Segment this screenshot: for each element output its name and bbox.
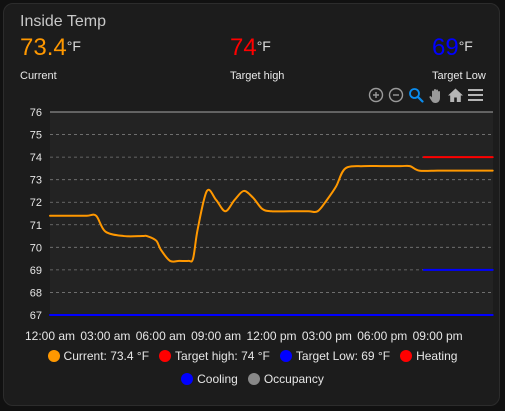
stat-target-high-label: Target high	[230, 70, 285, 82]
y-tick-label-69: 69	[30, 265, 42, 277]
x-tick-label-4: 12:00 pm	[246, 329, 296, 343]
y-tick-label-70: 70	[30, 242, 42, 254]
menu-icon[interactable]	[467, 86, 484, 104]
stat-current-value: 73.4	[20, 34, 67, 61]
y-tick-label-72: 72	[30, 197, 42, 209]
plot-area	[50, 112, 493, 315]
y-axis-ticks: 67 68 69 70 71 72 73 74 75 76	[30, 107, 42, 322]
chart-series	[49, 156, 494, 316]
chart-grid	[50, 111, 493, 316]
x-tick-label-5: 03:00 pm	[302, 329, 352, 343]
legend-swatch-target-low	[279, 350, 292, 362]
x-axis-ticks: 12:00 am 03:00 am 06:00 am 09:00 am 12:00 pm…	[25, 329, 463, 343]
y-tick-label-74: 74	[30, 152, 42, 164]
y-tick-label-71: 71	[30, 220, 42, 232]
legend-label-target-low: Target Low: 69 °F	[295, 349, 391, 363]
x-tick-label-2: 06:00 am	[136, 329, 186, 343]
x-tick-label-0: 12:00 am	[25, 329, 75, 343]
legend-item-occupancy[interactable]: Occupancy	[247, 372, 324, 386]
card-title: Inside Temp	[20, 13, 106, 30]
x-tick-label-1: 03:00 am	[80, 329, 130, 343]
zoom-selection-icon[interactable]	[407, 86, 424, 104]
stat-target-high-value: 74	[230, 34, 257, 61]
stat-current-label: Current	[20, 70, 57, 82]
y-tick-label-67: 67	[30, 310, 42, 322]
y-tick-label-75: 75	[30, 130, 42, 142]
legend-label-heating: Heating	[416, 349, 458, 363]
home-reset-icon[interactable]	[447, 86, 464, 104]
x-tick-label-6: 06:00 pm	[357, 329, 407, 343]
legend-item-current[interactable]: Current: 73.4 °F	[47, 349, 150, 363]
legend-item-cooling[interactable]: Cooling	[181, 372, 238, 386]
legend-row-2: Cooling Occupancy	[0, 372, 505, 386]
legend-item-target-high[interactable]: Target high: 74 °F	[159, 349, 270, 363]
zoom-out-icon[interactable]	[387, 86, 404, 104]
x-tick-label-3: 09:00 am	[191, 329, 241, 343]
legend-label-target-high: Target high: 74 °F	[175, 349, 270, 363]
pan-hand-icon[interactable]	[427, 86, 444, 104]
stat-current-unit: °F	[66, 38, 81, 54]
legend-swatch-current	[47, 350, 60, 362]
legend-swatch-target-high	[159, 350, 172, 362]
y-tick-label-76: 76	[30, 107, 42, 119]
y-tick-label-68: 68	[30, 287, 42, 299]
temperature-chart[interactable]: 67 68 69 70 71 72 73 74 75 76 12:00 am 03:00 am 06:…	[0, 0, 505, 350]
legend-item-target-low[interactable]: Target Low: 69 °F	[279, 349, 391, 363]
stat-target-low-unit: °F	[458, 38, 473, 54]
legend-item-heating[interactable]: Heating	[400, 349, 457, 363]
series-current-line	[49, 164, 494, 263]
zoom-in-icon[interactable]	[367, 86, 384, 104]
legend-swatch-cooling	[181, 373, 194, 385]
chart-toolbar	[367, 85, 484, 105]
legend-label-occupancy: Occupancy	[263, 372, 324, 386]
stat-target-low-value: 69	[432, 34, 459, 61]
legend-swatch-occupancy	[247, 373, 260, 385]
stat-target-low-label: Target Low	[432, 70, 486, 82]
legend-row-1: Current: 73.4 °F Target high: 74 °F Targ…	[0, 349, 505, 363]
stat-target-low: 69°F Target Low	[432, 34, 486, 82]
legend-label-cooling: Cooling	[197, 372, 238, 386]
legend-label-current: Current: 73.4 °F	[63, 349, 150, 363]
stat-current: 73.4°F Current	[20, 34, 81, 82]
y-tick-label-73: 73	[30, 175, 42, 187]
stat-target-high: 74°F Target high	[230, 34, 284, 82]
stat-target-high-unit: °F	[256, 38, 271, 54]
legend-swatch-heating	[400, 350, 413, 362]
x-tick-label-7: 09:00 pm	[413, 329, 463, 343]
